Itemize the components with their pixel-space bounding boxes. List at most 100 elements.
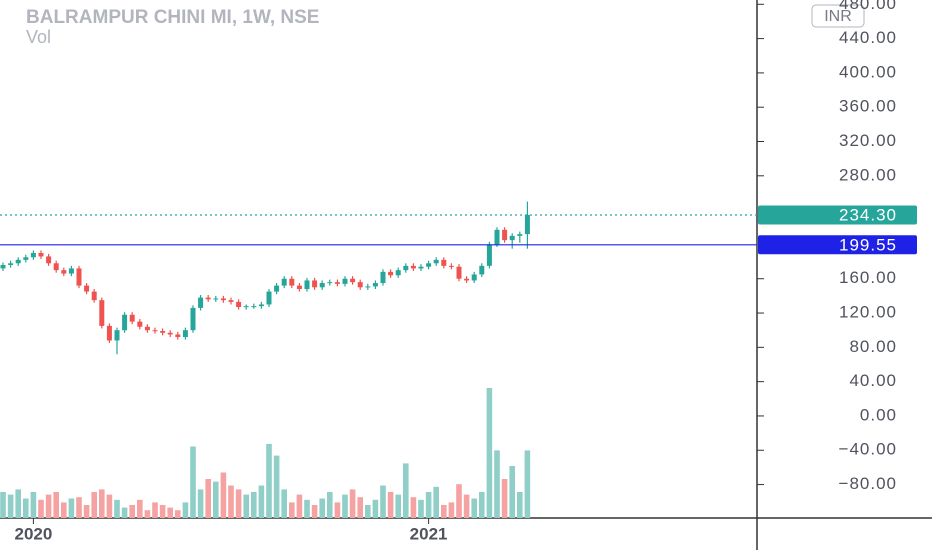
volume-bar (418, 499, 424, 518)
candle-body (190, 307, 196, 331)
candle-body (433, 259, 439, 264)
volume-bar (281, 489, 287, 518)
candle-body (410, 265, 416, 269)
volume-bar (387, 492, 394, 518)
candle-body (129, 314, 135, 322)
candle-body (46, 256, 52, 264)
candle-body (175, 334, 181, 338)
volume-bar (205, 479, 211, 518)
volume-bar (357, 497, 363, 518)
volume-bar (106, 494, 113, 518)
candle-body (471, 274, 477, 281)
volume-bar (334, 502, 341, 518)
candle-body (53, 263, 59, 271)
candle-body (296, 285, 302, 290)
y-tick-label: 40.00 (849, 371, 897, 390)
candle-body (319, 283, 325, 288)
volume-bar (380, 485, 386, 518)
volume-bar (0, 492, 6, 518)
candle-body (84, 285, 90, 292)
candle-body (456, 266, 462, 279)
candle-body (502, 229, 508, 241)
candle-body (236, 301, 242, 308)
candle-body (509, 235, 515, 241)
volume-bar (182, 502, 189, 518)
volume-bar (524, 450, 531, 518)
chart-title: BALRAMPUR CHINI MI, 1W, NSE (26, 7, 319, 28)
candle-body (243, 306, 249, 308)
candle-body (106, 325, 112, 341)
candle-body (441, 259, 447, 266)
volume-label: Vol (26, 27, 51, 47)
volume-bar (114, 499, 120, 518)
currency-label[interactable]: INR (824, 8, 852, 25)
candle-body (426, 263, 432, 267)
candle-body (68, 268, 74, 274)
candle-body (380, 271, 386, 284)
y-tick-label: 0.00 (860, 405, 897, 424)
x-tick-label: 2020 (14, 524, 52, 543)
candle-body (357, 282, 363, 288)
volume-bar (319, 498, 325, 518)
candle-body (220, 298, 226, 301)
volume-bar (486, 388, 493, 518)
y-tick-label: −80.00 (839, 474, 897, 493)
volume-bar (311, 505, 318, 518)
volume-bar (68, 498, 75, 518)
candle-body (388, 271, 394, 276)
volume-bar (91, 492, 97, 518)
volume-bar (372, 499, 379, 518)
volume-bar (243, 494, 249, 518)
candle-body (15, 259, 21, 264)
volume-bar (152, 502, 158, 518)
candle-body (23, 257, 29, 260)
volume-bar (190, 446, 196, 518)
candle-body (517, 234, 523, 236)
volume-bar (137, 499, 143, 518)
volume-bar (7, 494, 14, 518)
volume-bar (448, 502, 455, 518)
volume-bar (83, 505, 90, 518)
candle-body (61, 270, 67, 274)
volume-bar (509, 466, 515, 518)
y-tick-label: 480.00 (839, 0, 897, 13)
volume-bar (45, 494, 52, 518)
currency-button[interactable] (811, 4, 865, 28)
volume-bar (61, 502, 67, 518)
candle-body (274, 285, 280, 292)
volume-bar (258, 485, 265, 518)
volume-bar (167, 507, 173, 518)
volume-bar (76, 497, 82, 518)
y-tick-label: 120.00 (839, 303, 897, 322)
volume-bar (433, 486, 439, 518)
volume-bar (501, 479, 508, 518)
candle-body (198, 297, 204, 308)
candle-body (395, 270, 401, 276)
volume-bar (23, 498, 29, 518)
candle-body (304, 280, 310, 290)
candle-body (99, 300, 105, 326)
candle-body (160, 331, 166, 333)
volume-bar (38, 499, 44, 518)
volume-bar (273, 455, 280, 518)
candle-body (114, 330, 120, 341)
volume-bar (159, 505, 166, 518)
candle-body (228, 300, 234, 302)
volume-bar (213, 481, 219, 518)
volume-bar (304, 499, 310, 518)
candle-body (494, 229, 500, 245)
volume-bar (220, 472, 227, 518)
candle-body (448, 265, 454, 267)
candle-body (144, 326, 150, 331)
volume-bar (228, 485, 234, 518)
volume-bar (349, 489, 356, 518)
price-label-box (758, 205, 917, 225)
candle-body (30, 252, 36, 258)
y-tick-label: −40.00 (839, 440, 897, 459)
candle-body (334, 282, 340, 284)
volume-bar (289, 502, 295, 518)
candle-body (342, 278, 348, 284)
volume-bar (494, 450, 500, 518)
y-tick-label: 360.00 (839, 97, 897, 116)
volume-bar (365, 505, 371, 518)
